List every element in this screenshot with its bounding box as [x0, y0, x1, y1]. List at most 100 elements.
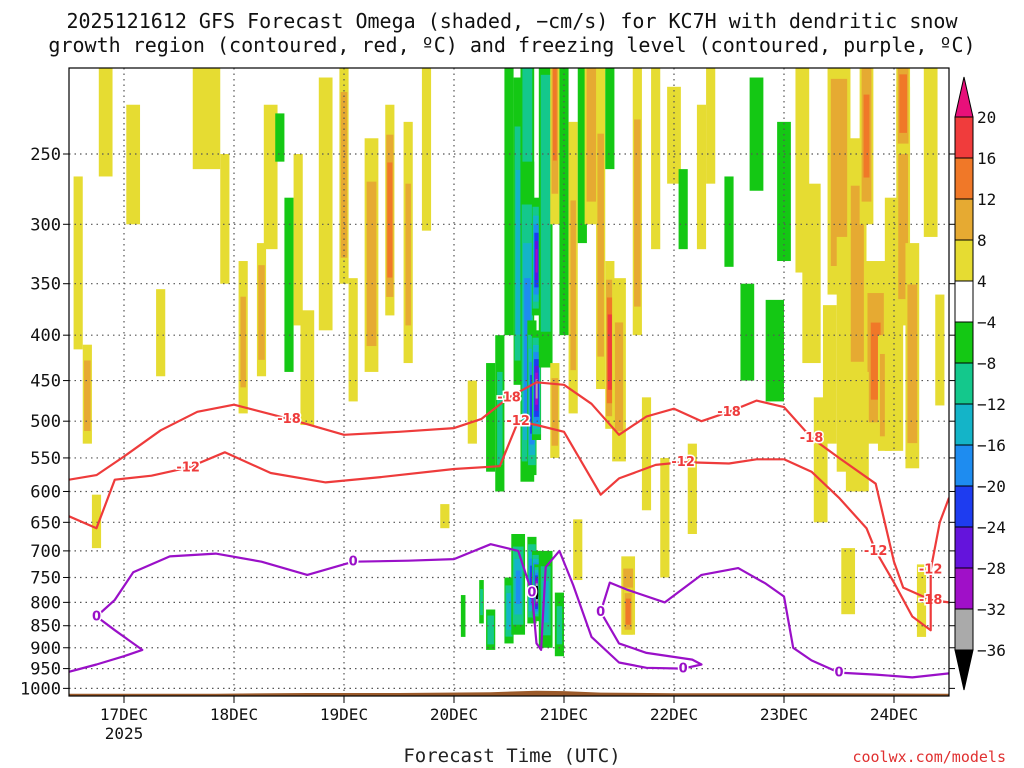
y-tick-label: 900 [30, 639, 61, 659]
omega-cell [561, 138, 567, 295]
omega-cell [535, 249, 538, 273]
omega-cell [488, 621, 493, 639]
contour-dgz-minus12-label: -12 [864, 544, 888, 559]
omega-cell [295, 194, 301, 297]
omega-cell [101, 84, 110, 156]
omega-cell [844, 562, 853, 602]
colorbar-label: −20 [977, 477, 1006, 496]
omega-cell [515, 570, 521, 604]
contour-dgz-minus12-label: -12 [919, 563, 943, 578]
x-tick-label: 19DEC [320, 705, 368, 724]
contour-dgz-minus18-label: -18 [800, 431, 824, 446]
omega-cell [277, 123, 283, 153]
omega-cell [342, 131, 346, 230]
y-tick-label: 550 [30, 449, 61, 469]
grid-layer [69, 68, 949, 696]
x-tick-label: 24DEC [870, 705, 918, 724]
omega-cell [552, 392, 557, 434]
x-tick-label: 18DEC [210, 705, 258, 724]
omega-cell [643, 422, 650, 491]
colorbar-label: 16 [977, 149, 996, 168]
omega-cell [726, 196, 732, 251]
omega-cell [469, 394, 476, 432]
x-tick-label: 17DEC [100, 705, 148, 724]
y-tick-label: 350 [30, 275, 61, 295]
contour-dgz-minus12 [69, 420, 949, 632]
colorbar-bin [954, 239, 974, 282]
omega-cell [75, 217, 81, 321]
omega-cell [900, 86, 906, 122]
omega-cell [707, 79, 714, 161]
colorbar-label: −8 [977, 354, 996, 373]
terrain-ground [69, 690, 949, 696]
y-tick-label: 500 [30, 412, 61, 432]
colorbar-bin [954, 198, 974, 241]
omega-cell [535, 379, 538, 399]
omega-cell [286, 239, 292, 343]
omega-cell [588, 94, 595, 178]
omega-cell [222, 183, 228, 262]
y-tick-label: 950 [30, 660, 61, 680]
omega-cell [834, 124, 844, 236]
omega-cell [825, 337, 834, 420]
y-tick-label: 800 [30, 593, 61, 613]
omega-cell [607, 68, 613, 145]
colorbar-label: −16 [977, 436, 1006, 455]
omega-cell [743, 305, 752, 364]
omega-cell [937, 319, 943, 386]
colorbar-bin [954, 526, 974, 569]
colorbar-label: 4 [977, 272, 987, 291]
omega-cell [652, 111, 659, 220]
omega-cell [608, 330, 612, 376]
contour-dgz-minus12-label: -12 [176, 461, 200, 476]
x-axis-label: Forecast Time (UTC) [403, 745, 621, 767]
x-tick-label: 23DEC [760, 705, 808, 724]
omega-cell [368, 220, 375, 319]
omega-cell [900, 171, 907, 271]
omega-shading-layer [73, 68, 945, 657]
x-tick-label: 22DEC [650, 705, 698, 724]
omega-cell [926, 94, 935, 206]
omega-cell [507, 600, 511, 623]
x-tick-label: 20DEC [430, 705, 478, 724]
omega-cell [752, 102, 761, 171]
omega-cell [698, 138, 705, 225]
omega-cell [909, 321, 916, 417]
omega-cell [442, 509, 448, 524]
chart-title-line-2: growth region (contoured, red, ºC) and f… [48, 33, 976, 57]
colorbar-bin [954, 116, 974, 159]
contour-freezing-zero-label: 0 [596, 605, 605, 620]
omega-cell [157, 308, 164, 361]
contour-dgz-minus18-label: -18 [277, 412, 301, 427]
omega-cell [405, 183, 411, 326]
chart-title-line-1: 2025121612 GFS Forecast Omega (shaded, −… [66, 9, 958, 33]
colorbar-bin [954, 403, 974, 446]
omega-cell [863, 94, 870, 178]
omega-cell [524, 68, 531, 133]
colorbar: 20 16 12 8 4 −4 −8 −12 −16 −20 −24 −28 −32 −36 [954, 76, 1006, 691]
omega-cell [129, 131, 138, 204]
contour-dgz-minus18-label: -18 [497, 390, 521, 405]
omega-cell [806, 226, 817, 334]
contour-freezing-zero [69, 543, 949, 679]
omega-cell [536, 588, 539, 597]
colorbar-label: −12 [977, 395, 1006, 414]
omega-cell [680, 186, 686, 235]
contour-freezing-zero-label: 0 [679, 662, 688, 677]
colorbar-label: 20 [977, 108, 996, 127]
omega-cell [598, 189, 603, 322]
omega-cell [240, 296, 246, 388]
colorbar-label: 8 [977, 231, 987, 250]
colorbar-bin [954, 444, 974, 487]
omega-cell [850, 398, 865, 471]
colorbar-bin [954, 157, 974, 200]
omega-cell [423, 99, 430, 202]
contour-dgz-minus18-label: -18 [717, 405, 741, 420]
colorbar-bin [954, 321, 974, 364]
omega-cell [853, 227, 862, 333]
omega-cell [552, 68, 557, 161]
colorbar-bottom-arrow [954, 649, 974, 691]
omega-cell [303, 336, 312, 405]
